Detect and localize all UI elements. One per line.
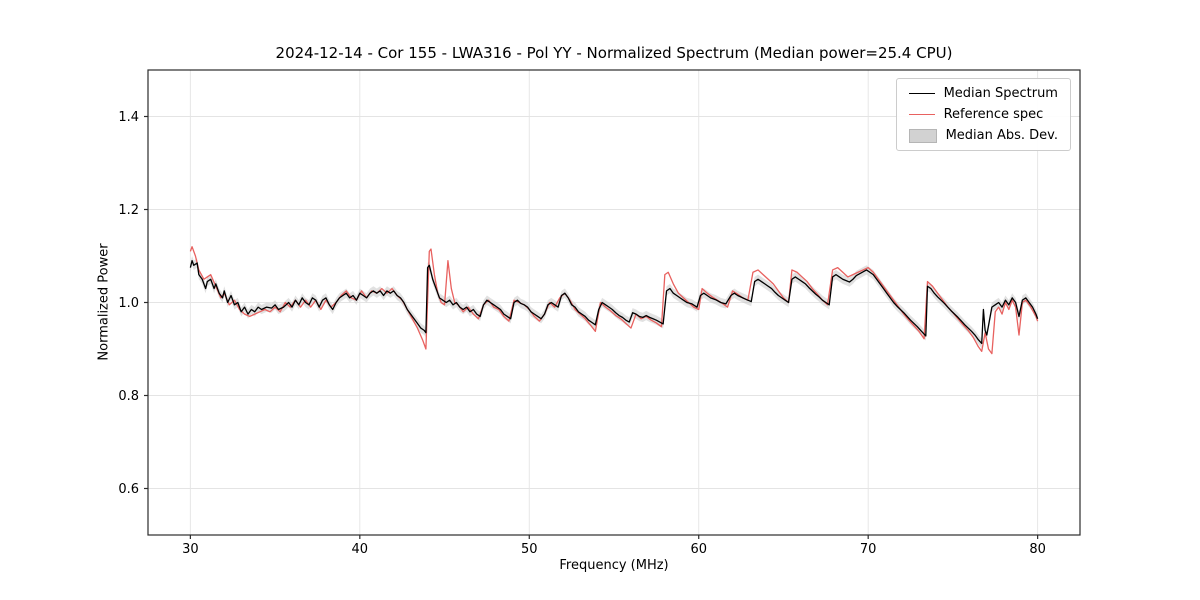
x-axis-label: Frequency (MHz) — [559, 558, 669, 573]
x-tick-label: 70 — [860, 542, 877, 557]
y-tick-label: 1.2 — [118, 203, 139, 218]
band-swatch-icon — [908, 128, 937, 143]
legend-label: Median Spectrum — [943, 86, 1058, 101]
legend-item-reference-spec: Reference spec — [908, 107, 1058, 122]
reference-line-swatch-icon — [908, 114, 935, 115]
y-tick-label: 0.8 — [118, 389, 139, 404]
legend-label: Median Abs. Dev. — [945, 128, 1058, 143]
median-spectrum-line — [189, 259, 1039, 345]
x-tick-label: 50 — [521, 542, 538, 557]
y-tick-label: 1.4 — [118, 110, 139, 125]
x-tick-label: 40 — [352, 542, 369, 557]
chart-title: 2024-12-14 - Cor 155 - LWA316 - Pol YY -… — [275, 44, 953, 62]
x-tick-label: 30 — [182, 542, 199, 557]
median-line-swatch-icon — [908, 93, 935, 94]
y-tick-label: 0.6 — [118, 482, 139, 497]
legend-label: Reference spec — [943, 107, 1044, 122]
y-tick-label: 1.0 — [118, 296, 139, 311]
legend-item-median-spectrum: Median Spectrum — [908, 86, 1058, 101]
legend: Median Spectrum Reference spec Median Ab… — [895, 78, 1071, 151]
x-tick-label: 80 — [1029, 542, 1046, 557]
legend-item-median-abs-dev: Median Abs. Dev. — [908, 128, 1058, 143]
x-tick-label: 60 — [690, 542, 707, 557]
y-axis-label: Normalized Power — [96, 243, 112, 361]
